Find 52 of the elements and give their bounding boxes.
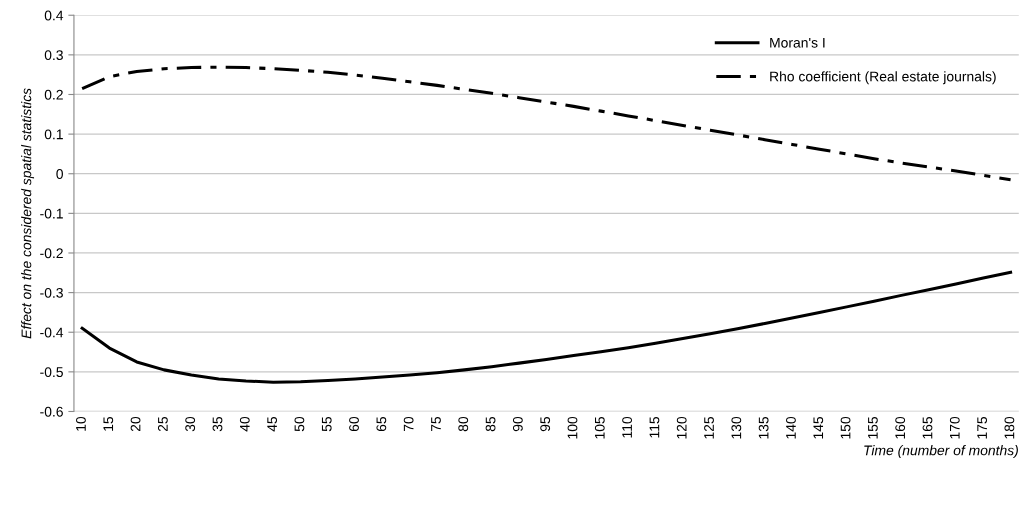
x-tick-label: 25 [157,416,168,432]
x-tick-label: 80 [458,416,469,432]
x-tick-label: 45 [267,416,278,432]
x-tick-label: 155 [868,416,878,439]
x-tick-label: 175 [977,416,988,439]
legend-label: Rho coefficient (Real estate journals) [770,71,996,85]
y-axis-title: Effect on the considered spatial statistics [21,88,35,339]
x-tick-label: 20 [130,416,141,432]
y-tick-label: 0 [56,169,63,179]
x-tick-label: 70 [403,416,414,432]
line-series [80,270,1013,384]
y-tick-label: 0.3 [44,50,63,61]
x-tick-label: 140 [786,416,796,439]
x-tick-label: 115 [649,416,660,438]
x-tick-label: 90 [512,416,523,432]
x-tick-label: 40 [239,416,250,432]
y-tick-label: 0.4 [44,10,64,21]
y-tick-label: -0.6 [40,406,63,417]
x-tick-label: 50 [294,416,305,432]
x-tick-label: 10 [76,416,86,431]
legend-label: Moran's I [770,37,825,48]
x-tick-label: 95 [540,416,551,432]
x-tick-label: 75 [431,416,441,432]
x-tick-label: 135 [758,416,769,439]
x-tick-label: 105 [594,416,605,439]
x-tick-label: 125 [704,416,714,439]
x-tick-label: 30 [185,416,196,432]
x-tick-label: 165 [922,416,933,439]
x-tick-label: 65 [376,416,387,432]
x-tick-label: 110 [622,416,633,438]
x-tick-label: 35 [212,416,223,432]
x-tick-label: 15 [103,416,114,431]
y-tick-label: -0.4 [40,327,64,338]
y-tick-label: 0.1 [44,129,63,140]
x-tick-label: 160 [895,416,906,439]
y-tick-label: -0.2 [40,248,63,259]
x-tick-label: 145 [813,416,824,439]
x-tick-label: 150 [840,416,851,439]
x-tick-label: 55 [321,416,332,432]
x-tick-label: 60 [349,416,359,432]
y-tick-label: -0.3 [40,287,63,298]
x-tick-label: 180 [1004,416,1015,439]
y-tick-label: -0.1 [40,208,63,219]
x-tick-label: 170 [949,416,960,439]
y-tick-label: -0.5 [40,367,63,378]
y-tick-label: 0.2 [44,89,63,100]
x-tick-label: 100 [567,416,578,439]
x-tick-label: 120 [676,416,687,439]
x-tick-label: 130 [731,416,742,439]
x-axis-title: Time (number of months) [864,445,1018,459]
x-tick-label: 85 [485,416,496,432]
line-series [80,65,1013,182]
